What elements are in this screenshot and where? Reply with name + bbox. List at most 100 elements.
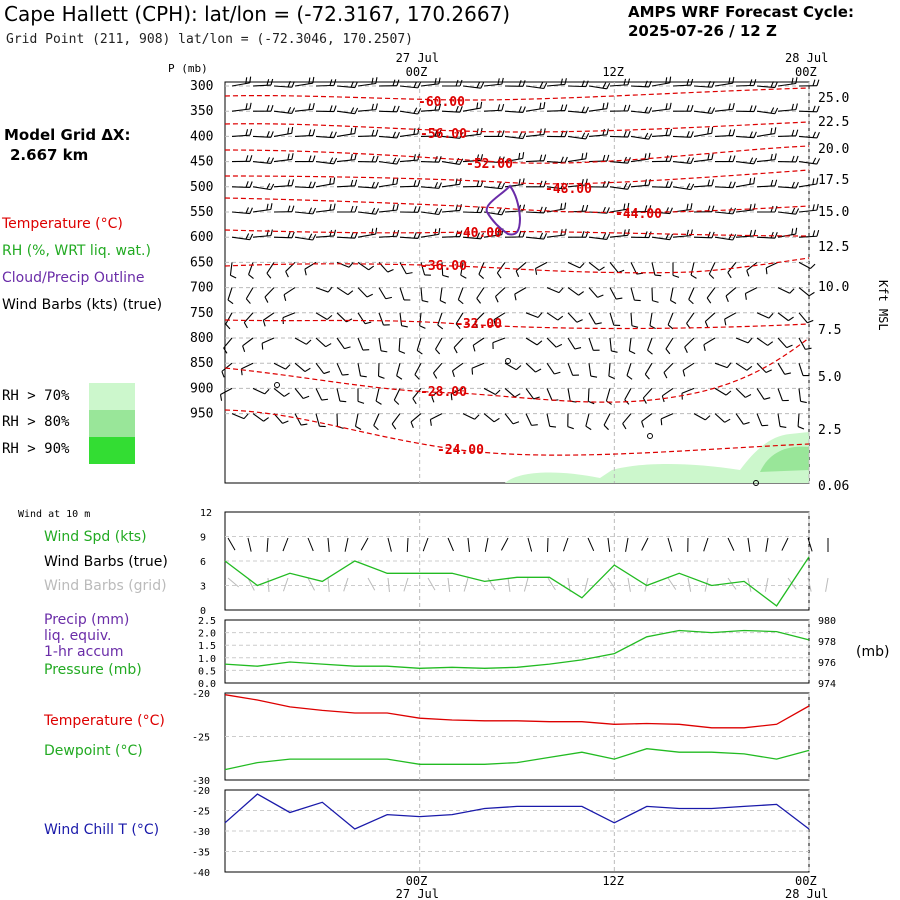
wind-barb bbox=[266, 262, 275, 279]
wind-barb bbox=[504, 80, 526, 87]
wind-barb bbox=[273, 387, 290, 397]
legend-dewpoint: Dewpoint (°C) bbox=[44, 743, 143, 759]
wind-barb bbox=[357, 261, 375, 271]
wind-barb-true bbox=[667, 537, 673, 552]
wind-barb bbox=[315, 105, 337, 113]
wind-barb bbox=[455, 312, 464, 330]
wind-barb bbox=[609, 202, 630, 213]
wind-barb bbox=[252, 413, 269, 422]
wind-barb-grid bbox=[764, 577, 769, 592]
wind-barb bbox=[357, 129, 379, 137]
wind-barb bbox=[231, 128, 253, 137]
wind-barb-true bbox=[282, 537, 289, 552]
wind-barb bbox=[777, 129, 799, 137]
wind-barb bbox=[525, 312, 543, 318]
wind-barb bbox=[651, 181, 673, 188]
wind-barb bbox=[651, 76, 672, 87]
wind-speed-series bbox=[224, 556, 810, 607]
wind-barb bbox=[735, 131, 757, 139]
wind-barb bbox=[504, 413, 520, 425]
wind-barb bbox=[262, 312, 275, 327]
forecast-cycle-label: AMPS WRF Forecast Cycle: bbox=[628, 3, 854, 21]
wind-barb bbox=[336, 179, 358, 188]
wind-barb bbox=[567, 287, 584, 296]
wind-barb bbox=[546, 413, 557, 428]
windchill-y-tick: -25 bbox=[192, 807, 210, 818]
wind-barb bbox=[798, 131, 820, 139]
wind-barb bbox=[378, 312, 390, 326]
wind-barb bbox=[357, 155, 379, 163]
wind-barb-true bbox=[447, 537, 454, 552]
temperature-series bbox=[224, 694, 810, 729]
isotherm-line bbox=[224, 409, 810, 456]
wind-barb bbox=[777, 103, 798, 112]
wind-barb bbox=[420, 129, 442, 137]
height-tick-label: 22.5 bbox=[818, 115, 849, 130]
wind-barb bbox=[567, 413, 574, 430]
wind-barb bbox=[295, 155, 316, 163]
wind-barb bbox=[231, 102, 252, 112]
wind-barb bbox=[647, 337, 653, 355]
rh-legend-80: RH > 80% bbox=[2, 414, 70, 430]
pressure-tick-label: 950 bbox=[190, 407, 213, 422]
legend-precip: Precip (mm) bbox=[44, 612, 130, 628]
windchill-y-tick: -40 bbox=[192, 868, 210, 879]
wind-barb bbox=[420, 103, 442, 112]
wind-barb-true bbox=[422, 537, 429, 552]
wind-barb-grid bbox=[787, 577, 797, 590]
pressure-tick-label: 800 bbox=[190, 331, 213, 346]
cross-section-frame bbox=[224, 81, 810, 484]
wind-barb bbox=[777, 207, 800, 215]
wind-barb bbox=[252, 183, 275, 191]
wind-barb bbox=[630, 80, 652, 88]
wind-barb bbox=[294, 207, 317, 215]
wind-barb bbox=[252, 203, 273, 213]
wind-barb bbox=[567, 132, 590, 140]
wind-barb-true bbox=[727, 537, 735, 551]
wind-barb-grid bbox=[487, 577, 496, 591]
wind-barb bbox=[660, 413, 674, 426]
wind-barb bbox=[714, 76, 735, 87]
wind-barb bbox=[798, 230, 820, 238]
wind-barb bbox=[708, 262, 716, 279]
temperature-y-tick: -30 bbox=[192, 776, 210, 787]
wind-barb bbox=[504, 132, 527, 140]
wind-barb bbox=[735, 157, 758, 165]
wind-barb bbox=[765, 261, 779, 275]
isotherm-line bbox=[224, 121, 810, 133]
wind-barb bbox=[777, 337, 793, 349]
wind-barb bbox=[441, 105, 463, 113]
wind-barb bbox=[294, 233, 317, 241]
wind-barb bbox=[231, 155, 253, 163]
wind-barb bbox=[336, 362, 349, 376]
wind-barb bbox=[525, 232, 548, 240]
wind-barb-true bbox=[247, 537, 252, 552]
wind-barb bbox=[336, 287, 354, 296]
wind-barb bbox=[735, 362, 753, 371]
wind-barb bbox=[504, 106, 526, 114]
precip-y-tick: 1.0 bbox=[198, 654, 216, 665]
wind-barb bbox=[357, 312, 372, 325]
wind-barb bbox=[294, 413, 308, 426]
wind-barb bbox=[419, 312, 426, 329]
wind-barb bbox=[399, 232, 421, 240]
wind-barb bbox=[681, 387, 695, 400]
wind-barb bbox=[672, 183, 695, 191]
wind-barb bbox=[462, 81, 485, 89]
wind-y-tick: 3 bbox=[200, 582, 206, 593]
isotherm-label: -44.00 bbox=[615, 207, 662, 222]
wind-barb bbox=[777, 362, 791, 375]
wind-barb bbox=[690, 262, 697, 279]
wind-barb bbox=[777, 413, 787, 429]
wind-barb bbox=[478, 262, 485, 279]
pressure-y-tick: 976 bbox=[818, 658, 836, 669]
wind-barb bbox=[798, 157, 821, 165]
pressure-tick-label: 550 bbox=[190, 205, 213, 220]
legend-wind-chill: Wind Chill T (°C) bbox=[44, 822, 160, 838]
wind-barb bbox=[471, 362, 485, 375]
height-tick-label: 5.0 bbox=[818, 370, 841, 385]
wind-barb bbox=[688, 287, 695, 305]
wind-barb bbox=[416, 337, 423, 355]
wind-barb bbox=[608, 363, 615, 380]
pressure-axis-label: P (mb) bbox=[168, 62, 208, 75]
